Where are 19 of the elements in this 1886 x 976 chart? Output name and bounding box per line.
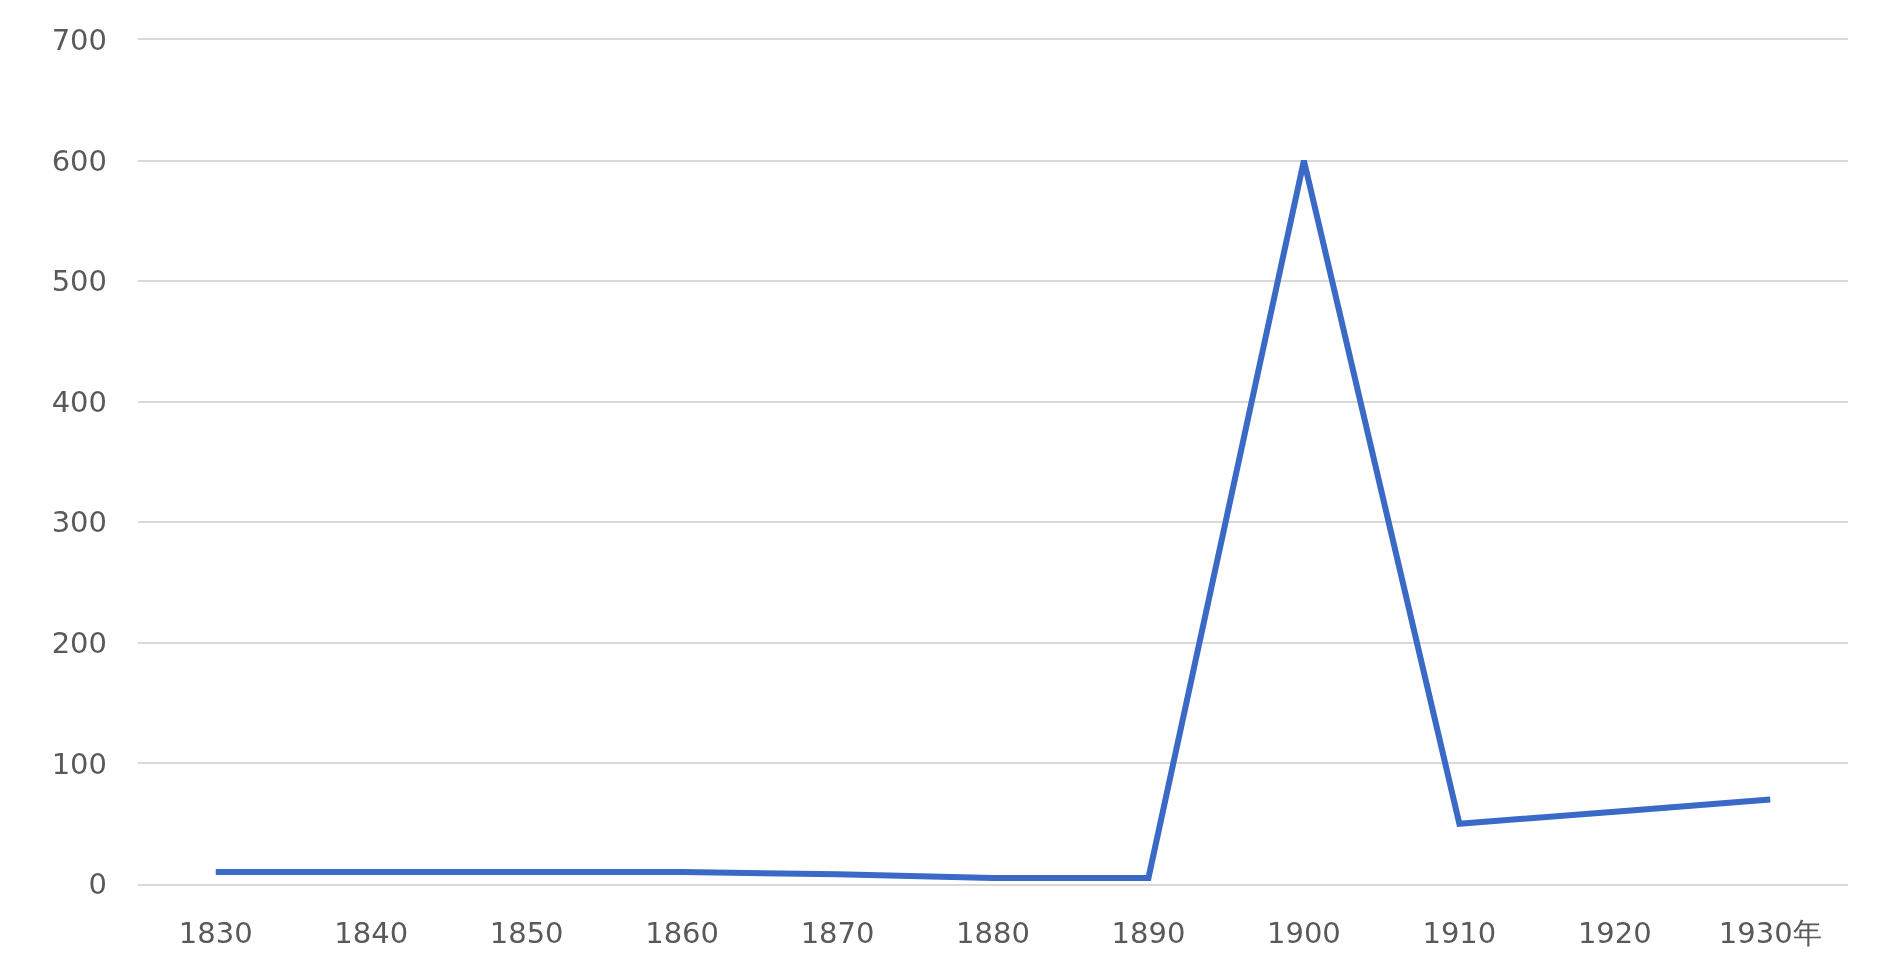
y-tick-label: 400	[51, 384, 107, 419]
x-tick-label: 1870	[800, 915, 875, 950]
y-tick-label: 700	[51, 23, 107, 58]
x-tick-label: 1860	[645, 915, 719, 950]
x-tick-label: 1890	[1111, 915, 1186, 950]
x-tick-label: 1830	[178, 915, 253, 950]
y-tick-label: 200	[51, 626, 107, 661]
x-tick-label: 1920	[1577, 915, 1652, 950]
x-tick-label: 1850	[489, 915, 564, 950]
y-tick-label: 300	[51, 505, 107, 540]
x-tick-label: 1910	[1422, 915, 1497, 950]
y-tick-label: 500	[51, 264, 107, 299]
x-tick-label: 1900	[1267, 915, 1341, 950]
x-tick-label: 1840	[334, 915, 409, 950]
y-tick-label: 600	[51, 143, 107, 178]
x-tick-label: 1930年	[1718, 915, 1822, 950]
y-tick-label: 100	[51, 746, 107, 781]
x-tick-label: 1880	[956, 915, 1030, 950]
y-tick-label: 0	[88, 867, 107, 902]
